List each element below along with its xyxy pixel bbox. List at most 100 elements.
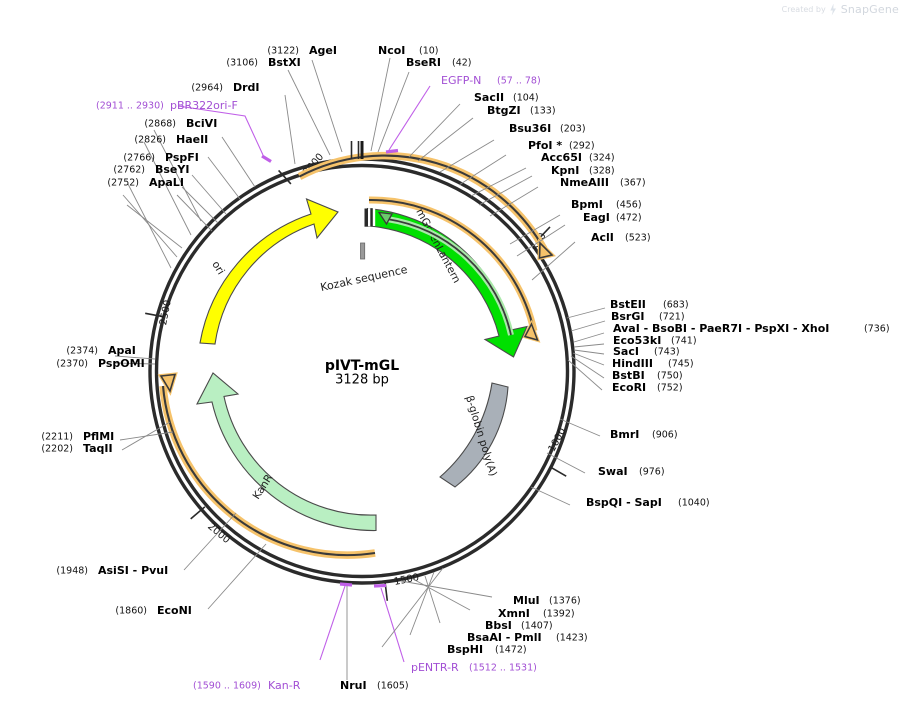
site-pos-bstxi: (3106) [226, 58, 258, 69]
primer-marks [177, 85, 431, 663]
primer-label-pentr-r: pENTR-R [411, 661, 459, 674]
site-pos-btgzi: (133) [530, 106, 556, 117]
site-pos-bseri: (42) [452, 58, 472, 69]
leader-lines [114, 57, 606, 680]
snapgene-bolt-icon [830, 3, 836, 16]
site-labels-bottom: MluI (1376) XmnI (1392) BbsI (1407) BsaA… [340, 594, 588, 692]
site-pos-bseyi: (2762) [113, 165, 145, 176]
site-label-bsu36i: Bsu36I [509, 122, 551, 135]
site-label-pspfi: PspFI [165, 151, 199, 164]
site-label-econi: EcoNI [157, 604, 192, 617]
site-labels-top-left: (3122) AgeI (3106) BstXI (2964) DrdI (28… [41, 44, 337, 617]
site-pos-bsteii: (683) [663, 300, 689, 311]
site-label-drdi: DrdI [233, 81, 260, 94]
ruler-label-1000: 1000 [547, 426, 569, 454]
site-label-saci: SacI [613, 345, 639, 358]
site-pos-apali: (2752) [107, 178, 139, 189]
primer-range-pbr322ori-f: (2911 .. 2930) [96, 101, 164, 112]
site-label-pflmi: PflMI [83, 430, 114, 443]
primer-range-egfp-n: (57 .. 78) [497, 76, 541, 87]
site-label-bmri: BmrI [610, 428, 639, 441]
site-label-ncoi: NcoI [378, 44, 405, 57]
site-label-mlui: MluI [513, 594, 540, 607]
site-label-nrui: NruI [340, 679, 367, 692]
site-label-nmeaiii: NmeAIII [560, 176, 609, 189]
site-label-pspomi: PspOMI [98, 357, 145, 370]
site-label-haeii: HaeII [176, 133, 208, 146]
site-pos-asisi-pvui: (1948) [56, 566, 88, 577]
feature-bglobin-polya[interactable]: β-globin poly(A) [439, 382, 509, 488]
site-pos-acli: (523) [625, 233, 651, 244]
page-title: pIVT-mGL [325, 358, 399, 374]
site-pos-nrui: (1605) [377, 681, 409, 692]
feature-kozak-sequence[interactable]: Kozak sequence [319, 242, 409, 294]
site-pos-bmri: (906) [652, 430, 678, 441]
site-label-asisi-pvui: AsiSI - PvuI [98, 564, 168, 577]
site-pos-eco53ki: (741) [671, 336, 697, 347]
site-label-bcivi: BciVI [186, 117, 217, 130]
feature-mgreenlantern[interactable]: mGreenLantern [364, 207, 528, 358]
site-label-bsaai-pmli: BsaAI - PmlI [467, 631, 542, 644]
site-label-bpmi: BpmI [571, 198, 603, 211]
site-pos-pspomi: (2370) [56, 359, 88, 370]
primer-label-egfp-n: EGFP-N [441, 74, 481, 87]
snapgene-watermark: Created by SnapGene [782, 3, 899, 16]
site-label-bsphi: BspHI [447, 643, 483, 656]
site-pos-eagi: (472) [616, 213, 642, 224]
site-pos-haeii: (2826) [134, 135, 166, 146]
site-pos-avai-group: (736) [864, 324, 890, 335]
ruler-label-1500: 1500 [393, 572, 420, 588]
site-pos-nmeaiii: (367) [620, 178, 646, 189]
watermark-brand: SnapGene [840, 3, 899, 16]
site-pos-bsphi: (1472) [495, 645, 527, 656]
site-pos-drdi: (2964) [191, 83, 223, 94]
site-label-hindiii: HindIII [612, 357, 653, 370]
site-pos-acc65i: (324) [589, 153, 615, 164]
plasmid-size: 3128 bp [335, 373, 389, 388]
site-label-bspqi-sapi: BspQI - SapI [586, 496, 662, 509]
site-label-ecori: EcoRI [612, 381, 646, 394]
mgreenlantern-translation-arrow [377, 211, 514, 336]
site-label-taqii: TaqII [83, 442, 113, 455]
site-ticks-top [350, 141, 364, 159]
site-pos-kpni: (328) [589, 166, 615, 177]
site-label-acli: AclI [591, 231, 614, 244]
site-label-bbsi: BbsI [485, 619, 512, 632]
site-pos-bsaai-pmli: (1423) [556, 633, 588, 644]
site-label-kpni: KpnI [551, 164, 579, 177]
watermark-created-by: Created by [781, 5, 826, 14]
site-pos-bbsi: (1407) [521, 621, 553, 632]
site-pos-pspfi: (2766) [123, 153, 155, 164]
site-pos-agei: (3122) [267, 46, 299, 57]
site-pos-ecori: (752) [657, 383, 683, 394]
site-pos-bsrgi: (721) [659, 312, 685, 323]
site-pos-swai: (976) [639, 467, 665, 478]
site-label-bsrgi: BsrGI [611, 310, 644, 323]
site-pos-bpmi: (456) [616, 200, 642, 211]
site-label-bsteii: BstEII [610, 298, 646, 311]
primer-label-kan-r: Kan-R [268, 679, 301, 692]
site-label-bseri: BseRI [406, 56, 441, 69]
site-label-avai-group: AvaI - BsoBI - PaeR7I - PspXI - XhoI [613, 322, 829, 335]
site-pos-saci: (743) [654, 347, 680, 358]
site-pos-xmni: (1392) [543, 609, 575, 620]
site-label-bseyi: BseYI [155, 163, 189, 176]
site-pos-econi: (1860) [115, 606, 147, 617]
site-pos-bstbi: (750) [657, 371, 683, 382]
site-label-apali: ApaLI [149, 176, 184, 189]
primer-range-kan-r: (1590 .. 1609) [193, 681, 261, 692]
site-pos-pflmi: (2211) [41, 432, 73, 443]
site-pos-ncoi: (10) [419, 46, 439, 57]
site-label-eagi: EagI [583, 211, 610, 224]
site-pos-mlui: (1376) [549, 596, 581, 607]
site-pos-bcivi: (2868) [144, 119, 176, 130]
site-pos-taqii: (2202) [41, 444, 73, 455]
feature-label-ori: ori [209, 259, 226, 277]
site-pos-hindiii: (745) [668, 359, 694, 370]
primer-labels: EGFP-N (57 .. 78) (2911 .. 2930) pBR322o… [96, 74, 541, 692]
ruler-label-2500: 2500 [158, 299, 174, 326]
site-label-eco53ki: Eco53kI [613, 334, 661, 347]
site-label-apai: ApaI [108, 344, 136, 357]
site-label-bstbi: BstBI [612, 369, 645, 382]
